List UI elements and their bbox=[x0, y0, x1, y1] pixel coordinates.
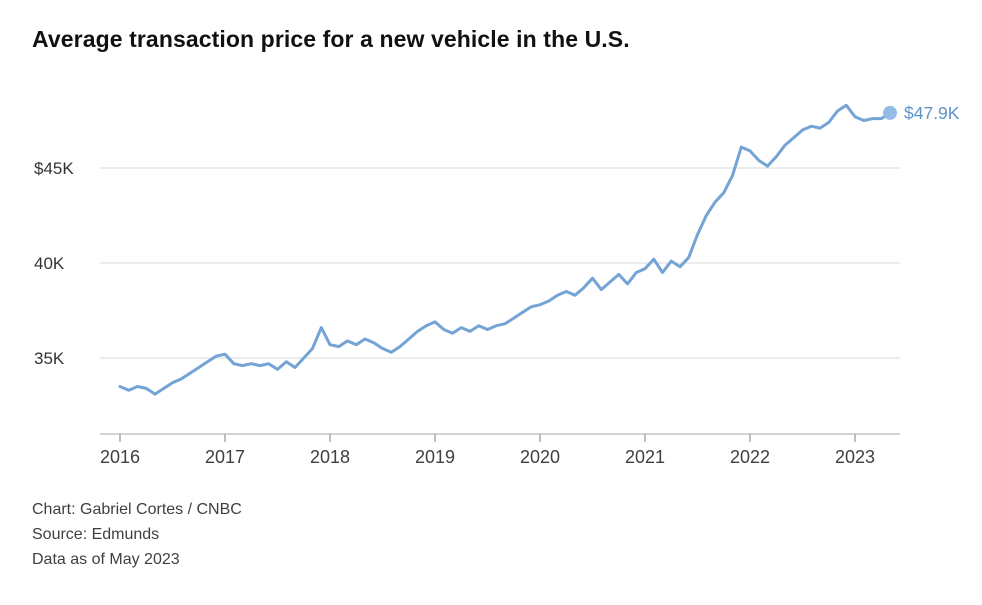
end-value-label: $47.9K bbox=[904, 103, 960, 123]
y-axis-label: 35K bbox=[34, 349, 65, 368]
chart-source: Source: Edmunds bbox=[32, 526, 160, 543]
x-axis-label: 2022 bbox=[730, 447, 770, 467]
chart-footer: Chart: Gabriel Cortes / CNBC Source: Edm… bbox=[32, 497, 982, 572]
x-axis-label: 2018 bbox=[310, 447, 350, 467]
y-axis-label: $45K bbox=[34, 159, 74, 178]
end-point-dot bbox=[883, 105, 897, 120]
x-axis-label: 2021 bbox=[625, 447, 665, 467]
x-axis-label: 2017 bbox=[205, 447, 245, 467]
price-line-chart: $45K 40K 35K 2016 2017 2018 2019 2020 2021 2022 20… bbox=[34, 103, 960, 467]
x-axis-label: 2023 bbox=[835, 447, 875, 467]
y-axis-label: 40K bbox=[34, 254, 65, 273]
chart-as-of: Data as of May 2023 bbox=[32, 551, 180, 568]
x-axis-label: 2016 bbox=[100, 447, 140, 467]
page-title: Average transaction price for a new vehi… bbox=[32, 26, 630, 52]
chart-credit: Chart: Gabriel Cortes / CNBC bbox=[32, 501, 242, 518]
x-axis-label: 2019 bbox=[415, 447, 455, 467]
price-line bbox=[118, 103, 892, 396]
x-axis-label: 2020 bbox=[520, 447, 560, 467]
